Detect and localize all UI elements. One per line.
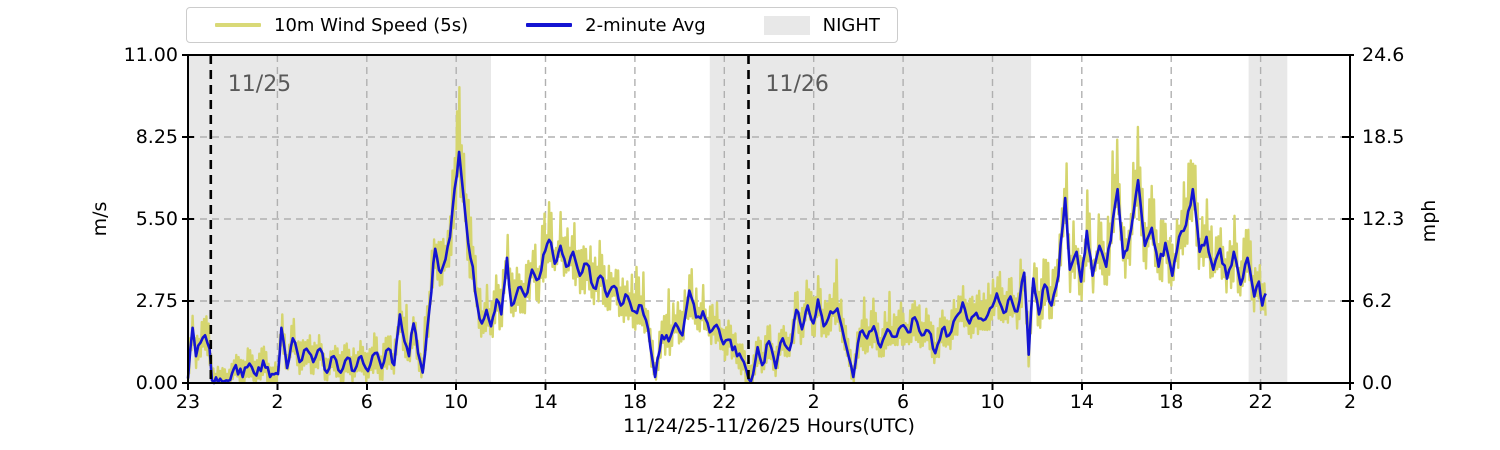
day-annotation-1125: 11/25 xyxy=(227,72,292,97)
y-right-tick-label: 0.0 xyxy=(1362,372,1393,394)
y-right-tick-label: 12.3 xyxy=(1362,208,1405,230)
x-tick-label: 14 xyxy=(533,391,558,413)
x-tick-label: 2 xyxy=(807,391,820,413)
night-patch-swatch xyxy=(763,15,810,35)
legend-item-wind-5s: 10m Wind Speed (5s) xyxy=(215,15,468,36)
x-tick-label: 18 xyxy=(622,391,648,413)
avg-series-line xyxy=(186,150,1267,385)
legend-item-night: NIGHT xyxy=(763,14,880,36)
x-tick-label: 23 xyxy=(175,391,201,413)
x-tick-label: 2 xyxy=(271,391,284,413)
x-tick-label: 22 xyxy=(712,391,737,413)
x-tick-label: 10 xyxy=(980,391,1005,413)
legend: 10m Wind Speed (5s) 2-minute Avg NIGHT xyxy=(186,7,898,43)
x-tick-label: 6 xyxy=(360,391,373,413)
y-right-tick-label: 18.5 xyxy=(1362,126,1405,148)
legend-label-wind-5s: 10m Wind Speed (5s) xyxy=(274,14,469,36)
x-tick-label: 14 xyxy=(1069,391,1094,413)
x-tick-label: 6 xyxy=(897,391,910,413)
avg-line-swatch xyxy=(526,23,573,27)
x-axis-label: 11/24/25-11/26/25 Hours(UTC) xyxy=(623,415,915,437)
y-right-tick-label: 6.2 xyxy=(1362,290,1393,312)
legend-item-2min-avg: 2-minute Avg xyxy=(526,15,706,36)
x-tick-label: 10 xyxy=(444,391,469,413)
day-annotation-1126: 11/26 xyxy=(765,72,829,97)
y-left-tick-label: 0.00 xyxy=(135,372,178,394)
y-left-tick-label: 2.75 xyxy=(135,290,178,312)
y-left-tick-label: 11.00 xyxy=(123,44,178,66)
legend-label-2min-avg: 2-minute Avg xyxy=(585,14,706,36)
wind-5s-line-swatch xyxy=(215,23,261,27)
y-axis-label-right: mph xyxy=(1418,199,1440,243)
legend-label-night: NIGHT xyxy=(822,14,880,36)
x-tick-label: 2 xyxy=(1343,391,1357,413)
x-tick-label: 22 xyxy=(1248,391,1273,413)
y-left-tick-label: 5.50 xyxy=(135,208,178,230)
y-right-tick-label: 24.6 xyxy=(1362,44,1405,66)
y-left-tick-label: 8.25 xyxy=(135,126,178,148)
x-tick-label: 18 xyxy=(1159,391,1184,413)
